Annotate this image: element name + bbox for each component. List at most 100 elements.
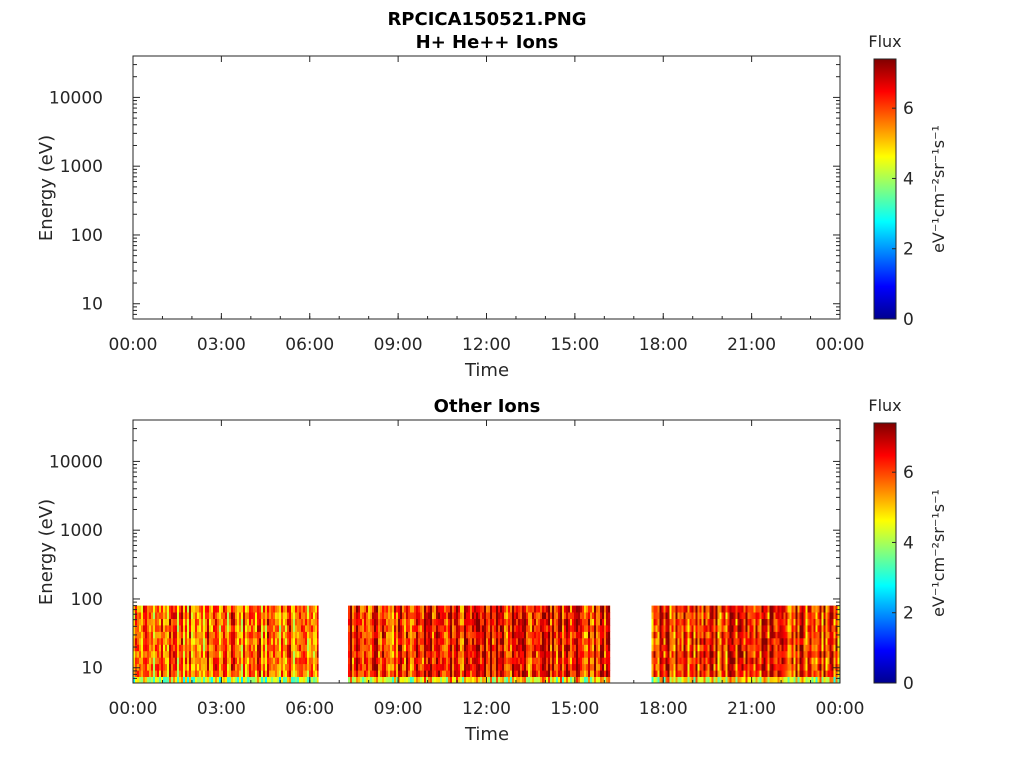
heatmap-cell — [530, 618, 532, 626]
heatmap-cell — [350, 670, 352, 677]
heatmap-cell — [755, 663, 758, 671]
heatmap-cell — [747, 618, 750, 626]
heatmap-cell — [542, 676, 544, 684]
heatmap-cell — [793, 631, 796, 639]
heatmap-cell — [805, 663, 808, 671]
heatmap-cell — [520, 650, 522, 658]
heatmap-cell — [741, 676, 744, 684]
heatmap-cell — [225, 637, 227, 645]
heatmap-area — [133, 605, 840, 684]
heatmap-cell — [265, 618, 267, 626]
heatmap-cell — [448, 676, 450, 684]
heatmap-cell — [211, 618, 213, 626]
heatmap-cell — [655, 605, 658, 613]
heatmap-cell — [540, 605, 542, 613]
heatmap-cell — [255, 631, 257, 639]
heatmap-cell — [594, 670, 596, 677]
heatmap-cell — [765, 625, 768, 632]
heatmap-cell — [743, 657, 746, 665]
heatmap-cell — [247, 625, 249, 632]
heatmap-cell — [442, 670, 444, 677]
heatmap-cell — [518, 670, 520, 677]
y-tick-label: 1000 — [60, 521, 103, 541]
heatmap-cell — [550, 612, 552, 619]
heatmap-cell — [265, 676, 267, 684]
heatmap-cell — [713, 650, 716, 658]
heatmap-cell — [177, 670, 179, 677]
heatmap-cell — [737, 625, 740, 632]
heatmap-cell — [380, 670, 382, 677]
heatmap-cell — [534, 605, 536, 613]
heatmap-cell — [474, 618, 476, 626]
heatmap-cell — [251, 644, 253, 652]
heatmap-cell — [149, 631, 151, 639]
heatmap-cell — [655, 637, 658, 645]
heatmap-cell — [488, 612, 490, 619]
heatmap-cell — [498, 663, 500, 671]
heatmap-cell — [372, 605, 374, 613]
heatmap-cell — [416, 618, 418, 626]
heatmap-cell — [677, 637, 680, 645]
heatmap-cell — [717, 657, 720, 665]
heatmap-cell — [173, 650, 175, 658]
heatmap-cell — [785, 637, 788, 645]
heatmap-cell — [386, 625, 388, 632]
heatmap-cell — [745, 625, 748, 632]
heatmap-cell — [779, 663, 782, 671]
heatmap-cell — [588, 644, 590, 652]
heatmap-cell — [265, 670, 267, 677]
heatmap-cell — [293, 676, 295, 684]
heatmap-cell — [496, 663, 498, 671]
heatmap-cell — [159, 657, 161, 665]
heatmap-cell — [398, 637, 400, 645]
heatmap-cell — [546, 670, 548, 677]
heatmap-cell — [366, 618, 368, 626]
heatmap-cell — [215, 650, 217, 658]
heatmap-cell — [217, 676, 219, 684]
heatmap-cell — [606, 605, 608, 613]
heatmap-cell — [508, 612, 510, 619]
heatmap-cell — [498, 637, 500, 645]
heatmap-cell — [478, 612, 480, 619]
heatmap-cell — [215, 631, 217, 639]
heatmap-cell — [727, 625, 730, 632]
heatmap-cell — [821, 618, 824, 626]
heatmap-cell — [739, 605, 742, 613]
heatmap-cell — [205, 650, 207, 658]
heatmap-cell — [518, 618, 520, 626]
heatmap-cell — [374, 663, 376, 671]
heatmap-cell — [151, 650, 153, 658]
heatmap-cell — [490, 605, 492, 613]
heatmap-cell — [661, 663, 664, 671]
heatmap-cell — [685, 644, 688, 652]
heatmap-cell — [235, 618, 237, 626]
heatmap-cell — [147, 670, 149, 677]
heatmap-cell — [707, 637, 710, 645]
heatmap-cell — [462, 663, 464, 671]
heatmap-cell — [229, 612, 231, 619]
heatmap-cell — [753, 631, 756, 639]
heatmap-cell — [285, 650, 287, 658]
heatmap-cell — [703, 625, 706, 632]
heatmap-cell — [713, 625, 716, 632]
heatmap-cell — [546, 618, 548, 626]
heatmap-cell — [546, 605, 548, 613]
heatmap-cell — [596, 663, 598, 671]
heatmap-cell — [598, 631, 600, 639]
heatmap-cell — [428, 657, 430, 665]
heatmap-cell — [811, 644, 814, 652]
heatmap-cell — [837, 670, 840, 677]
heatmap-cell — [516, 644, 518, 652]
heatmap-cell — [215, 663, 217, 671]
heatmap-cell — [185, 670, 187, 677]
heatmap-cell — [723, 670, 726, 677]
heatmap-cell — [205, 670, 207, 677]
heatmap-cell — [173, 663, 175, 671]
heatmap-cell — [787, 670, 790, 677]
heatmap-cell — [719, 631, 722, 639]
heatmap-cell — [817, 676, 820, 684]
heatmap-cell — [436, 612, 438, 619]
heatmap-cell — [500, 644, 502, 652]
heatmap-cell — [803, 618, 806, 626]
heatmap-cell — [837, 605, 840, 613]
